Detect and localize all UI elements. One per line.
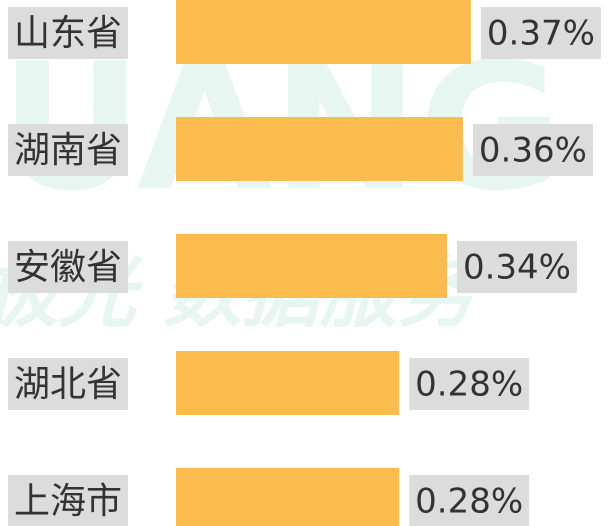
category-label: 湖北省	[14, 364, 122, 405]
value-label-bg	[456, 241, 577, 293]
category-label-bg	[8, 124, 129, 176]
category-label: 山东省	[14, 13, 122, 54]
bar	[176, 117, 463, 181]
bar	[176, 468, 400, 526]
category-label-bg	[8, 241, 129, 293]
category-label-bg	[8, 7, 129, 59]
category-label: 湖南省	[14, 130, 122, 171]
value-label: 0.34%	[463, 248, 571, 288]
value-label: 0.28%	[415, 482, 523, 522]
value-label-bg	[409, 475, 530, 526]
category-label-bg	[8, 358, 129, 410]
bar	[176, 351, 400, 415]
value-label-bg	[409, 358, 530, 410]
bar	[176, 234, 447, 298]
category-label: 上海市	[14, 481, 122, 522]
value-label-bg	[472, 124, 593, 176]
value-label: 0.37%	[487, 14, 595, 54]
category-label-bg	[8, 475, 129, 526]
value-label-bg	[480, 7, 601, 59]
category-label: 安徽省	[14, 247, 122, 288]
value-label: 0.36%	[479, 131, 587, 171]
value-label: 0.28%	[415, 365, 523, 405]
bar	[176, 0, 471, 64]
